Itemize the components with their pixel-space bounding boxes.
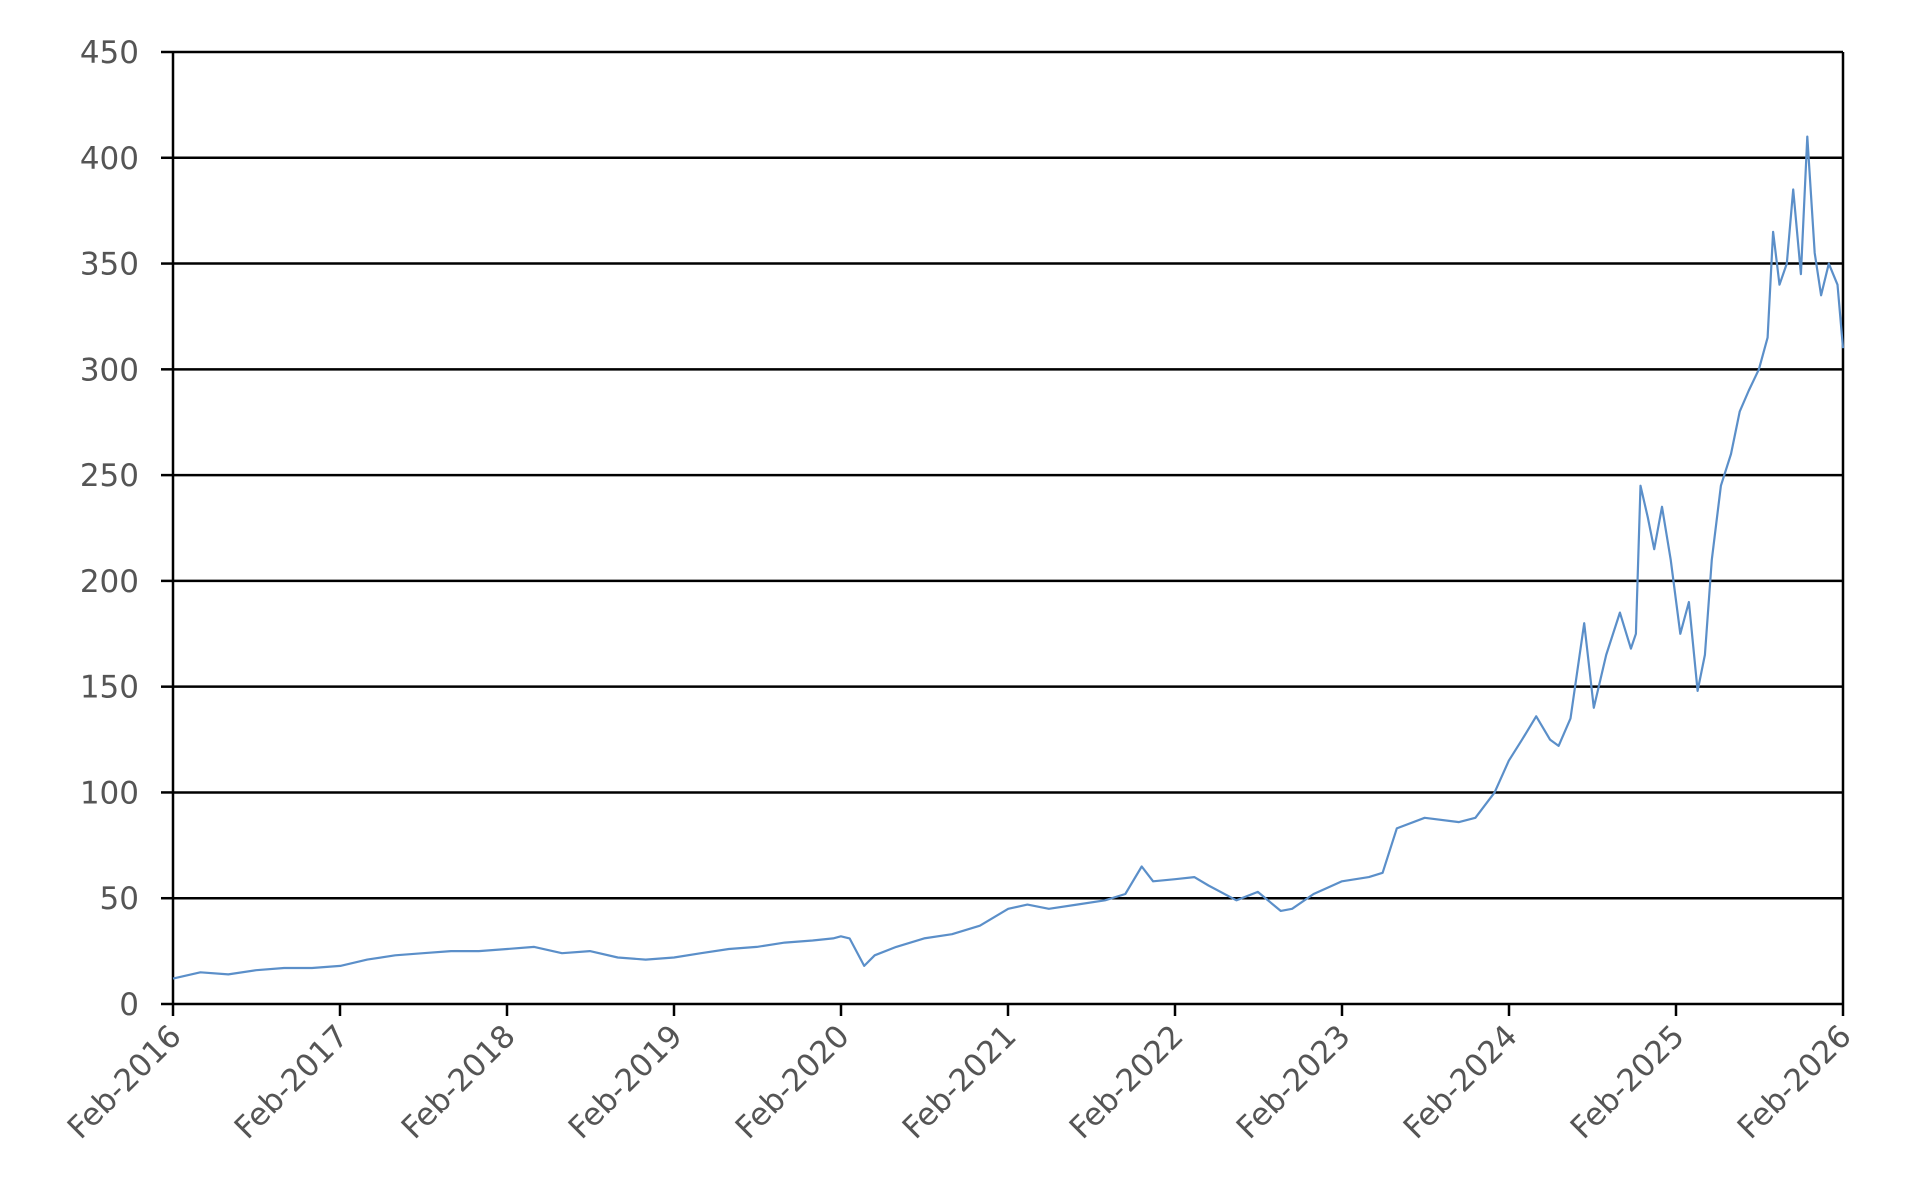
x-tick-label: Feb-2024 <box>1397 1018 1525 1146</box>
y-tick-label: 450 <box>80 35 139 71</box>
y-tick-label: 50 <box>100 881 139 917</box>
y-tick-label: 350 <box>80 247 139 283</box>
x-tick-label: Feb-2017 <box>228 1018 356 1146</box>
x-tick-label: Feb-2019 <box>562 1018 690 1146</box>
y-tick-label: 200 <box>80 564 139 600</box>
x-tick-label: Feb-2020 <box>729 1018 857 1146</box>
x-tick-label: Feb-2026 <box>1731 1018 1859 1146</box>
x-tick-label: Feb-2022 <box>1063 1018 1191 1146</box>
x-tick-labels: Feb-2016 Feb-2017 Feb-2018 Feb-2019 Feb-2020… <box>61 1018 1859 1146</box>
x-tick-label: Feb-2018 <box>395 1018 523 1146</box>
y-tick-label: 150 <box>80 670 139 706</box>
y-tick-label: 400 <box>80 141 139 177</box>
x-tick-label: Feb-2023 <box>1230 1018 1358 1146</box>
gridlines <box>173 50 1843 900</box>
y-tick-label: 0 <box>119 987 139 1023</box>
x-tick-label: Feb-2025 <box>1564 1018 1692 1146</box>
y-tick-label: 300 <box>80 352 139 388</box>
y-tick-label: 100 <box>80 775 139 811</box>
series-layer <box>172 135 1845 980</box>
axes <box>161 50 1845 1016</box>
y-tick-label: 250 <box>80 458 139 494</box>
x-tick-label: Feb-2016 <box>61 1018 189 1146</box>
x-tick-label: Feb-2021 <box>896 1018 1024 1146</box>
y-tick-labels: 0 50 100 150 200 250 300 350 400 450 <box>80 35 139 1023</box>
series-line-0 <box>172 135 1845 980</box>
